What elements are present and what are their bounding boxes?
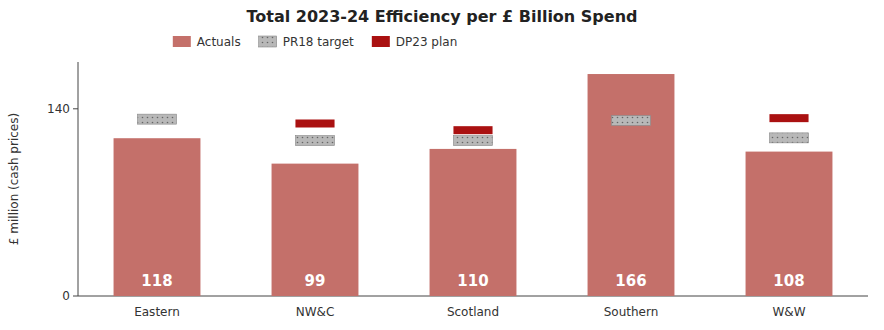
x-tick-label: Southern [604,305,659,319]
x-tick-label: Scotland [447,305,499,319]
data-label: 110 [457,272,488,290]
legend-swatch [173,36,191,47]
y-axis-line [78,62,79,296]
title: Total 2023-24 Efficiency per £ Billion S… [247,7,638,26]
legend-label: DP23 plan [396,35,457,49]
data-label: 108 [773,272,804,290]
data-label: 166 [615,272,646,290]
target-marker [453,126,492,134]
target-marker [453,136,492,146]
plot-marks [114,74,833,296]
bar [272,164,359,296]
x-tick-label: W&W [772,305,805,319]
target-marker [295,136,334,146]
bar [114,138,201,296]
y-tick-label: 0 [62,289,70,303]
bar [588,74,675,296]
data-label: 99 [305,272,326,290]
x-tick-label: NW&C [296,305,335,319]
y-tick [73,296,78,297]
chart-container: Total 2023-24 Efficiency per £ Billion S… [0,0,884,330]
bar [746,152,833,296]
data-labels: 118 99 110 166 108 [141,272,804,290]
target-marker [137,114,176,124]
y-axis-label: £ million (cash prices) [7,113,21,245]
y-tick [73,108,78,109]
target-marker [769,133,808,143]
target-marker [769,114,808,122]
chart: Total 2023-24 Efficiency per £ Billion S… [0,0,884,330]
data-label: 118 [141,272,172,290]
target-marker [611,115,650,125]
x-tick-label: Eastern [134,305,180,319]
legend: Actuals PR18 target DP23 plan [173,35,458,49]
legend-swatch [259,36,277,47]
y-tick-label: 140 [47,102,70,116]
legend-swatch [372,36,390,47]
bar [430,149,517,296]
axes: 0 140 Eastern NW&C Scotland Southern W&W [47,62,868,319]
legend-label: PR18 target [283,35,354,49]
target-marker [295,119,334,127]
legend-label: Actuals [197,35,241,49]
